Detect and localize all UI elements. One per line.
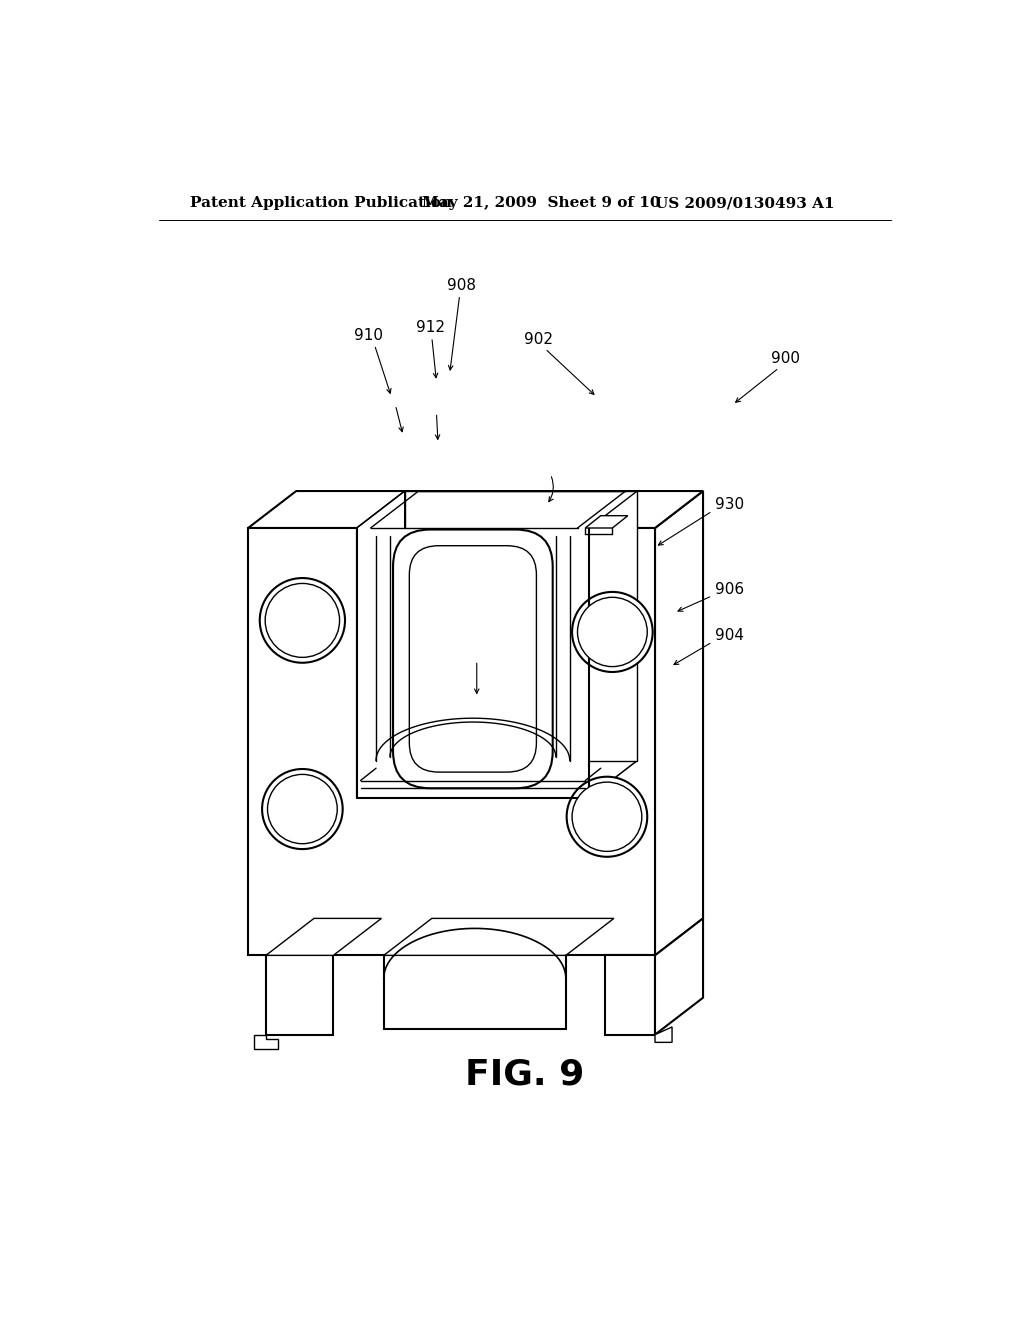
Circle shape: [260, 578, 345, 663]
Text: Patent Application Publication: Patent Application Publication: [190, 197, 452, 210]
Polygon shape: [384, 919, 614, 956]
Text: 930: 930: [716, 498, 744, 512]
Text: FIG. 9: FIG. 9: [465, 1057, 585, 1092]
Polygon shape: [266, 956, 334, 1035]
Polygon shape: [404, 491, 637, 760]
Polygon shape: [586, 516, 628, 528]
Text: May 21, 2009  Sheet 9 of 10: May 21, 2009 Sheet 9 of 10: [423, 197, 662, 210]
Polygon shape: [254, 1035, 278, 1048]
Polygon shape: [655, 1027, 672, 1043]
Polygon shape: [655, 491, 703, 956]
Polygon shape: [604, 956, 655, 1035]
Text: 910: 910: [353, 327, 383, 343]
Polygon shape: [655, 919, 703, 1035]
Circle shape: [578, 597, 647, 667]
Polygon shape: [384, 956, 566, 1028]
Polygon shape: [356, 528, 589, 797]
Circle shape: [566, 776, 647, 857]
Polygon shape: [356, 491, 404, 797]
Polygon shape: [266, 919, 381, 956]
Text: 904: 904: [716, 628, 744, 643]
Text: 906: 906: [716, 582, 744, 597]
Text: 900: 900: [771, 351, 800, 366]
Text: 914: 914: [462, 644, 492, 659]
Polygon shape: [248, 491, 703, 528]
Text: 902: 902: [524, 331, 553, 347]
Circle shape: [262, 770, 343, 849]
Text: US 2009/0130493 A1: US 2009/0130493 A1: [655, 197, 835, 210]
Text: 912: 912: [416, 321, 444, 335]
Polygon shape: [589, 491, 637, 797]
Circle shape: [265, 583, 340, 657]
Circle shape: [267, 775, 337, 843]
Polygon shape: [248, 528, 655, 956]
FancyBboxPatch shape: [393, 529, 553, 788]
FancyBboxPatch shape: [410, 545, 537, 772]
Circle shape: [572, 781, 642, 851]
Circle shape: [572, 591, 652, 672]
Text: 908: 908: [446, 279, 476, 293]
Polygon shape: [356, 760, 637, 797]
